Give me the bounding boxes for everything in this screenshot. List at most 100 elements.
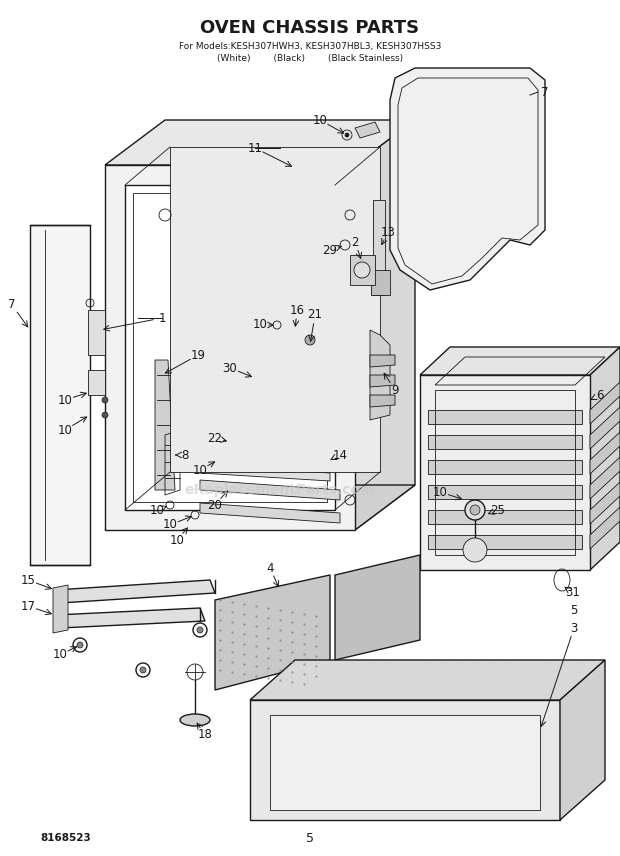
Polygon shape [428,535,582,549]
Text: (White)        (Black)        (Black Stainless): (White) (Black) (Black Stainless) [217,54,403,62]
Text: 8: 8 [181,449,188,461]
Text: 10: 10 [58,424,73,437]
Circle shape [465,500,485,520]
Text: 10: 10 [312,114,327,127]
Text: 10: 10 [169,533,184,546]
Ellipse shape [180,714,210,726]
Polygon shape [420,375,590,570]
Polygon shape [590,482,620,524]
Polygon shape [590,457,620,499]
Text: 7: 7 [8,299,16,312]
Polygon shape [370,395,395,407]
Polygon shape [373,200,385,295]
Text: 21: 21 [308,308,322,322]
Polygon shape [55,580,215,603]
Text: 10: 10 [162,519,177,532]
Text: 3: 3 [570,621,578,634]
Polygon shape [125,185,335,510]
Polygon shape [88,370,105,395]
Polygon shape [590,507,620,549]
Polygon shape [170,147,380,472]
Polygon shape [53,585,68,633]
Circle shape [197,627,203,633]
Circle shape [102,412,108,418]
Text: 10: 10 [149,503,164,516]
Polygon shape [390,68,545,290]
Circle shape [463,538,487,562]
Polygon shape [105,485,415,530]
Polygon shape [250,700,560,820]
Polygon shape [30,225,90,565]
Text: 10: 10 [58,394,73,407]
Circle shape [345,133,349,137]
Polygon shape [590,382,620,424]
Text: 1: 1 [158,312,166,324]
Text: 10: 10 [433,485,448,498]
Polygon shape [335,555,420,660]
Circle shape [354,262,370,278]
Text: 16: 16 [290,304,304,317]
Polygon shape [371,270,390,295]
Text: 25: 25 [490,503,505,516]
Polygon shape [420,347,620,375]
Circle shape [470,505,480,515]
Text: 2: 2 [352,235,359,248]
Text: 18: 18 [198,728,213,741]
Polygon shape [270,715,540,810]
Polygon shape [428,410,582,424]
Polygon shape [428,435,582,449]
Circle shape [305,335,315,345]
Polygon shape [200,430,330,446]
Polygon shape [255,365,300,395]
Text: 8168523: 8168523 [40,833,91,843]
Text: 9: 9 [391,383,399,396]
Polygon shape [200,480,340,500]
Polygon shape [250,660,605,700]
Polygon shape [105,120,415,165]
Text: 31: 31 [565,586,580,599]
Text: 20: 20 [208,498,223,512]
Polygon shape [355,122,380,138]
Circle shape [77,642,83,648]
Text: 5: 5 [570,603,578,616]
Polygon shape [370,330,390,420]
Text: 11: 11 [247,141,262,154]
Polygon shape [55,608,205,628]
Polygon shape [370,375,395,387]
Polygon shape [105,165,355,530]
Text: 14: 14 [332,449,347,461]
Text: OVEN CHASSIS PARTS: OVEN CHASSIS PARTS [200,19,420,37]
Text: 29: 29 [322,243,337,257]
Circle shape [140,667,146,673]
Polygon shape [560,660,605,820]
Text: 13: 13 [381,225,396,239]
Text: For Models:KESH307HWH3, KESH307HBL3, KESH307HSS3: For Models:KESH307HWH3, KESH307HBL3, KES… [179,41,441,51]
Text: 10: 10 [193,463,208,477]
Polygon shape [155,360,175,490]
Polygon shape [355,120,415,530]
Text: 6: 6 [596,389,604,401]
Text: 22: 22 [208,431,223,444]
Polygon shape [88,310,105,355]
Text: 17: 17 [20,599,35,613]
Polygon shape [590,407,620,449]
Polygon shape [590,347,620,570]
Circle shape [102,397,108,403]
Polygon shape [590,432,620,474]
Text: 15: 15 [20,574,35,586]
Polygon shape [428,510,582,524]
Polygon shape [215,575,330,690]
Text: 30: 30 [223,361,237,375]
Text: 19: 19 [190,348,205,361]
Text: 7: 7 [541,86,549,98]
Text: 5: 5 [306,831,314,845]
Polygon shape [200,450,330,466]
Text: 4: 4 [266,562,274,574]
Polygon shape [428,485,582,499]
Text: 10: 10 [252,318,267,331]
Text: 10: 10 [53,649,68,662]
Polygon shape [370,355,395,367]
Polygon shape [428,460,582,474]
Polygon shape [200,465,330,481]
Polygon shape [200,503,340,523]
